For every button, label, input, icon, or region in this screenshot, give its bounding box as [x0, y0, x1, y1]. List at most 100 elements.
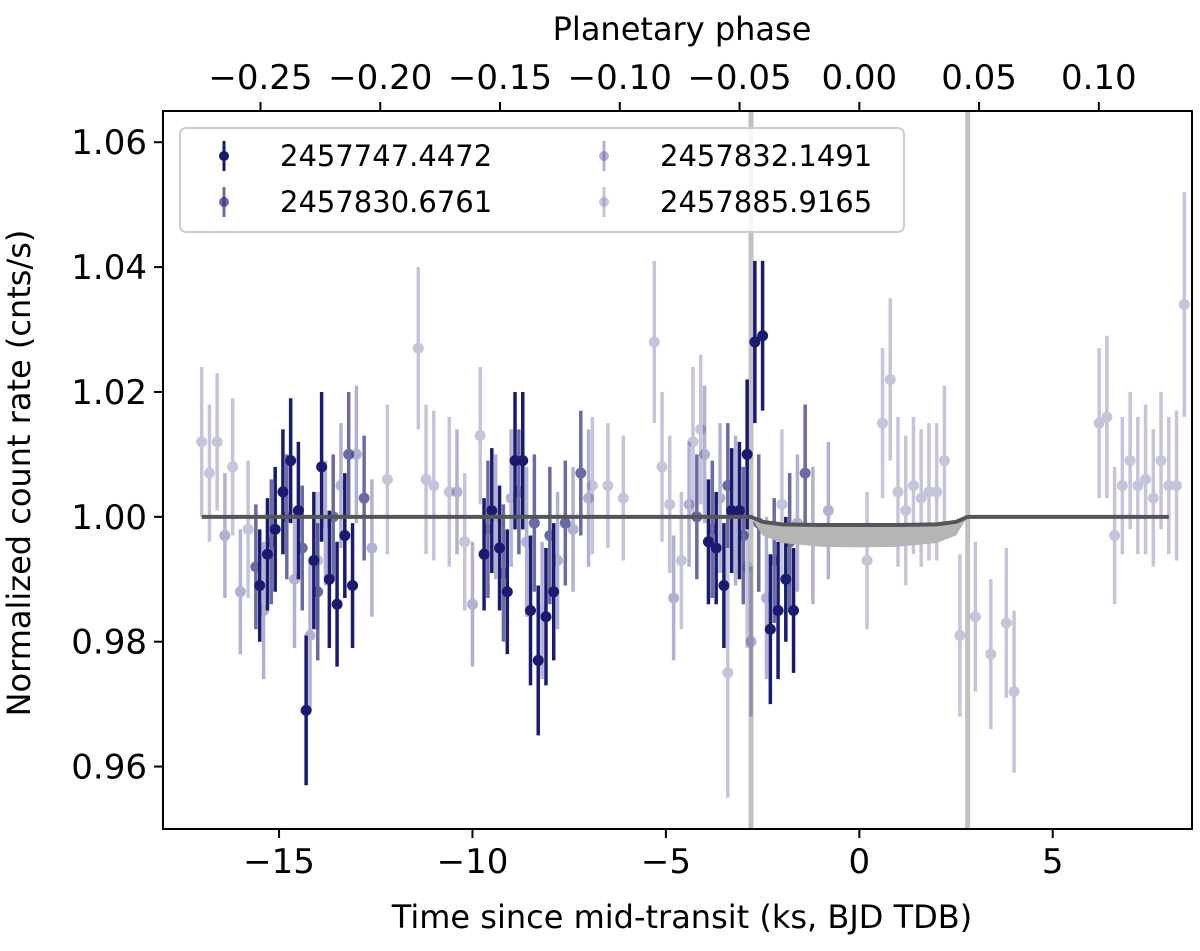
- data-point: [316, 461, 328, 473]
- legend-entry: 2457830.6761: [219, 185, 492, 219]
- y-axis-title: Normalized count rate (cnts/s): [0, 230, 38, 717]
- y-tick-label: 1.02: [71, 373, 147, 413]
- data-point: [350, 448, 362, 460]
- data-point: [494, 542, 506, 554]
- data-point: [532, 654, 544, 666]
- data-point: [799, 467, 811, 479]
- data-point: [381, 473, 393, 485]
- data-point: [1008, 686, 1020, 698]
- legend-label: 2457885.9165: [660, 185, 872, 219]
- legend-marker: [599, 197, 609, 207]
- data-point: [575, 467, 587, 479]
- data-point: [733, 505, 745, 517]
- data-point: [466, 598, 478, 610]
- data-point: [822, 505, 834, 517]
- data-point: [741, 448, 753, 460]
- top-tick-label: −0.05: [687, 58, 791, 98]
- data-point: [331, 598, 343, 610]
- legend-frame: [179, 127, 905, 233]
- legend-marker: [599, 151, 609, 161]
- legend-entry: 2457747.4472: [219, 139, 492, 173]
- data-point: [196, 436, 208, 448]
- y-tick-label: 1.06: [71, 123, 147, 163]
- data-point: [749, 336, 761, 348]
- y-tick-label: 0.98: [71, 623, 147, 663]
- data-point: [923, 486, 935, 498]
- series-2457885.9165: [196, 192, 1190, 798]
- data-point: [764, 623, 776, 635]
- legend-label: 2457832.1491: [660, 139, 872, 173]
- data-point: [540, 611, 552, 623]
- legend-label: 2457830.6761: [280, 185, 492, 219]
- data-point: [1155, 455, 1167, 467]
- data-point: [412, 342, 424, 354]
- top-tick-label: 0.10: [1061, 58, 1137, 98]
- data-point: [718, 580, 730, 592]
- data-point: [517, 455, 529, 467]
- data-point: [478, 548, 490, 560]
- data-point: [567, 523, 579, 535]
- data-point: [1000, 617, 1012, 629]
- legend-entry: 2457885.9165: [599, 185, 872, 219]
- x-tick-label: −5: [641, 842, 691, 882]
- data-point: [726, 505, 738, 517]
- x-axis-title: Time since mid-transit (ks, BJD TDB): [391, 898, 972, 936]
- data-point: [884, 373, 896, 385]
- data-point: [528, 517, 540, 529]
- data-point: [745, 636, 757, 648]
- data-point: [1140, 473, 1152, 485]
- top-tick-label: −0.20: [328, 58, 432, 98]
- data-point: [1116, 480, 1128, 492]
- y-tick-label: 1.00: [71, 498, 147, 538]
- legend-label: 2457747.4472: [280, 139, 492, 173]
- legend-marker: [219, 151, 229, 161]
- y-tick-label: 1.04: [71, 248, 147, 288]
- data-point: [347, 580, 359, 592]
- top-tick-label: 0.05: [941, 58, 1017, 98]
- data-point: [269, 523, 281, 535]
- legend-entry: 2457832.1491: [599, 139, 872, 173]
- data-point: [451, 486, 463, 498]
- data-point: [617, 492, 629, 504]
- data-point: [664, 498, 676, 510]
- data-point: [915, 492, 927, 504]
- data-point: [292, 505, 304, 517]
- data-point: [211, 436, 223, 448]
- data-point: [443, 486, 455, 498]
- data-point: [702, 536, 714, 548]
- data-point: [308, 555, 320, 567]
- data-point: [501, 586, 513, 598]
- data-point: [1178, 299, 1190, 311]
- data-point: [675, 555, 687, 567]
- data-point: [1093, 417, 1105, 429]
- x-tick-label: −10: [437, 842, 509, 882]
- data-point: [366, 542, 378, 554]
- top-tick-label: −0.10: [568, 58, 672, 98]
- data-point: [277, 486, 289, 498]
- data-point: [695, 423, 707, 435]
- data-point: [323, 573, 335, 585]
- data-point: [668, 592, 680, 604]
- data-point: [548, 586, 560, 598]
- legend-marker: [219, 197, 229, 207]
- data-point: [954, 629, 966, 641]
- data-point: [509, 455, 521, 467]
- data-point: [559, 517, 571, 529]
- data-point: [1171, 480, 1183, 492]
- data-point: [1132, 480, 1144, 492]
- data-point: [788, 604, 800, 616]
- data-point: [710, 542, 722, 554]
- data-point: [242, 523, 254, 535]
- data-point: [861, 555, 873, 567]
- x-tick-label: 0: [848, 842, 870, 882]
- data-point: [648, 336, 660, 348]
- data-point: [938, 455, 950, 467]
- x-tick-label: −15: [243, 842, 315, 882]
- data-point: [1163, 480, 1175, 492]
- data-point: [300, 704, 312, 716]
- data-point: [892, 486, 904, 498]
- data-point: [254, 580, 266, 592]
- data-layer: [196, 111, 1190, 829]
